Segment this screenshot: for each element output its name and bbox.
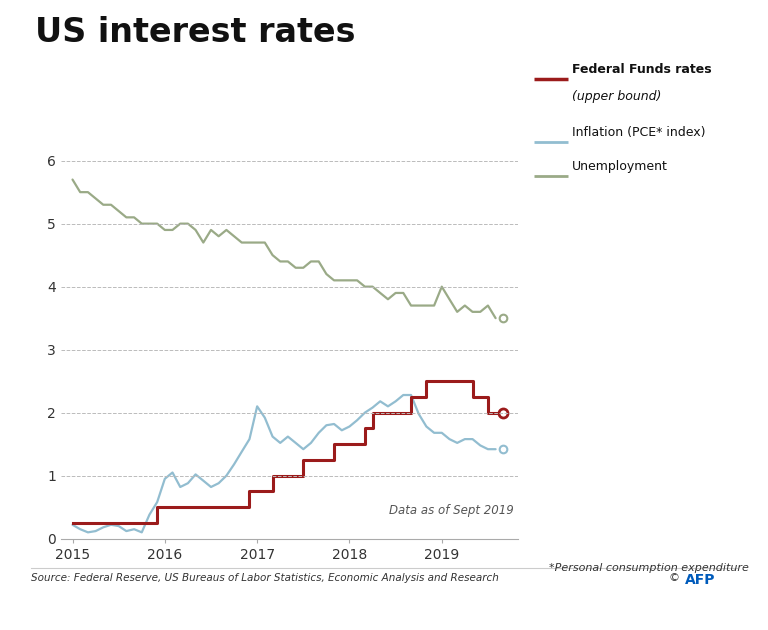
Text: (upper bound): (upper bound) — [572, 89, 661, 103]
Text: US interest rates: US interest rates — [35, 16, 355, 49]
Text: Source: Federal Reserve, US Bureaus of Labor Statistics, Economic Analysis and R: Source: Federal Reserve, US Bureaus of L… — [31, 573, 498, 583]
Text: Federal Funds rates: Federal Funds rates — [572, 62, 712, 76]
Text: ©: © — [668, 573, 679, 583]
Text: *Personal consumption expenditure: *Personal consumption expenditure — [549, 563, 749, 573]
Text: AFP: AFP — [685, 573, 716, 587]
Text: Inflation (PCE* index): Inflation (PCE* index) — [572, 125, 706, 139]
Text: Unemployment: Unemployment — [572, 160, 668, 173]
Text: Data as of Sept 2019: Data as of Sept 2019 — [389, 504, 514, 517]
